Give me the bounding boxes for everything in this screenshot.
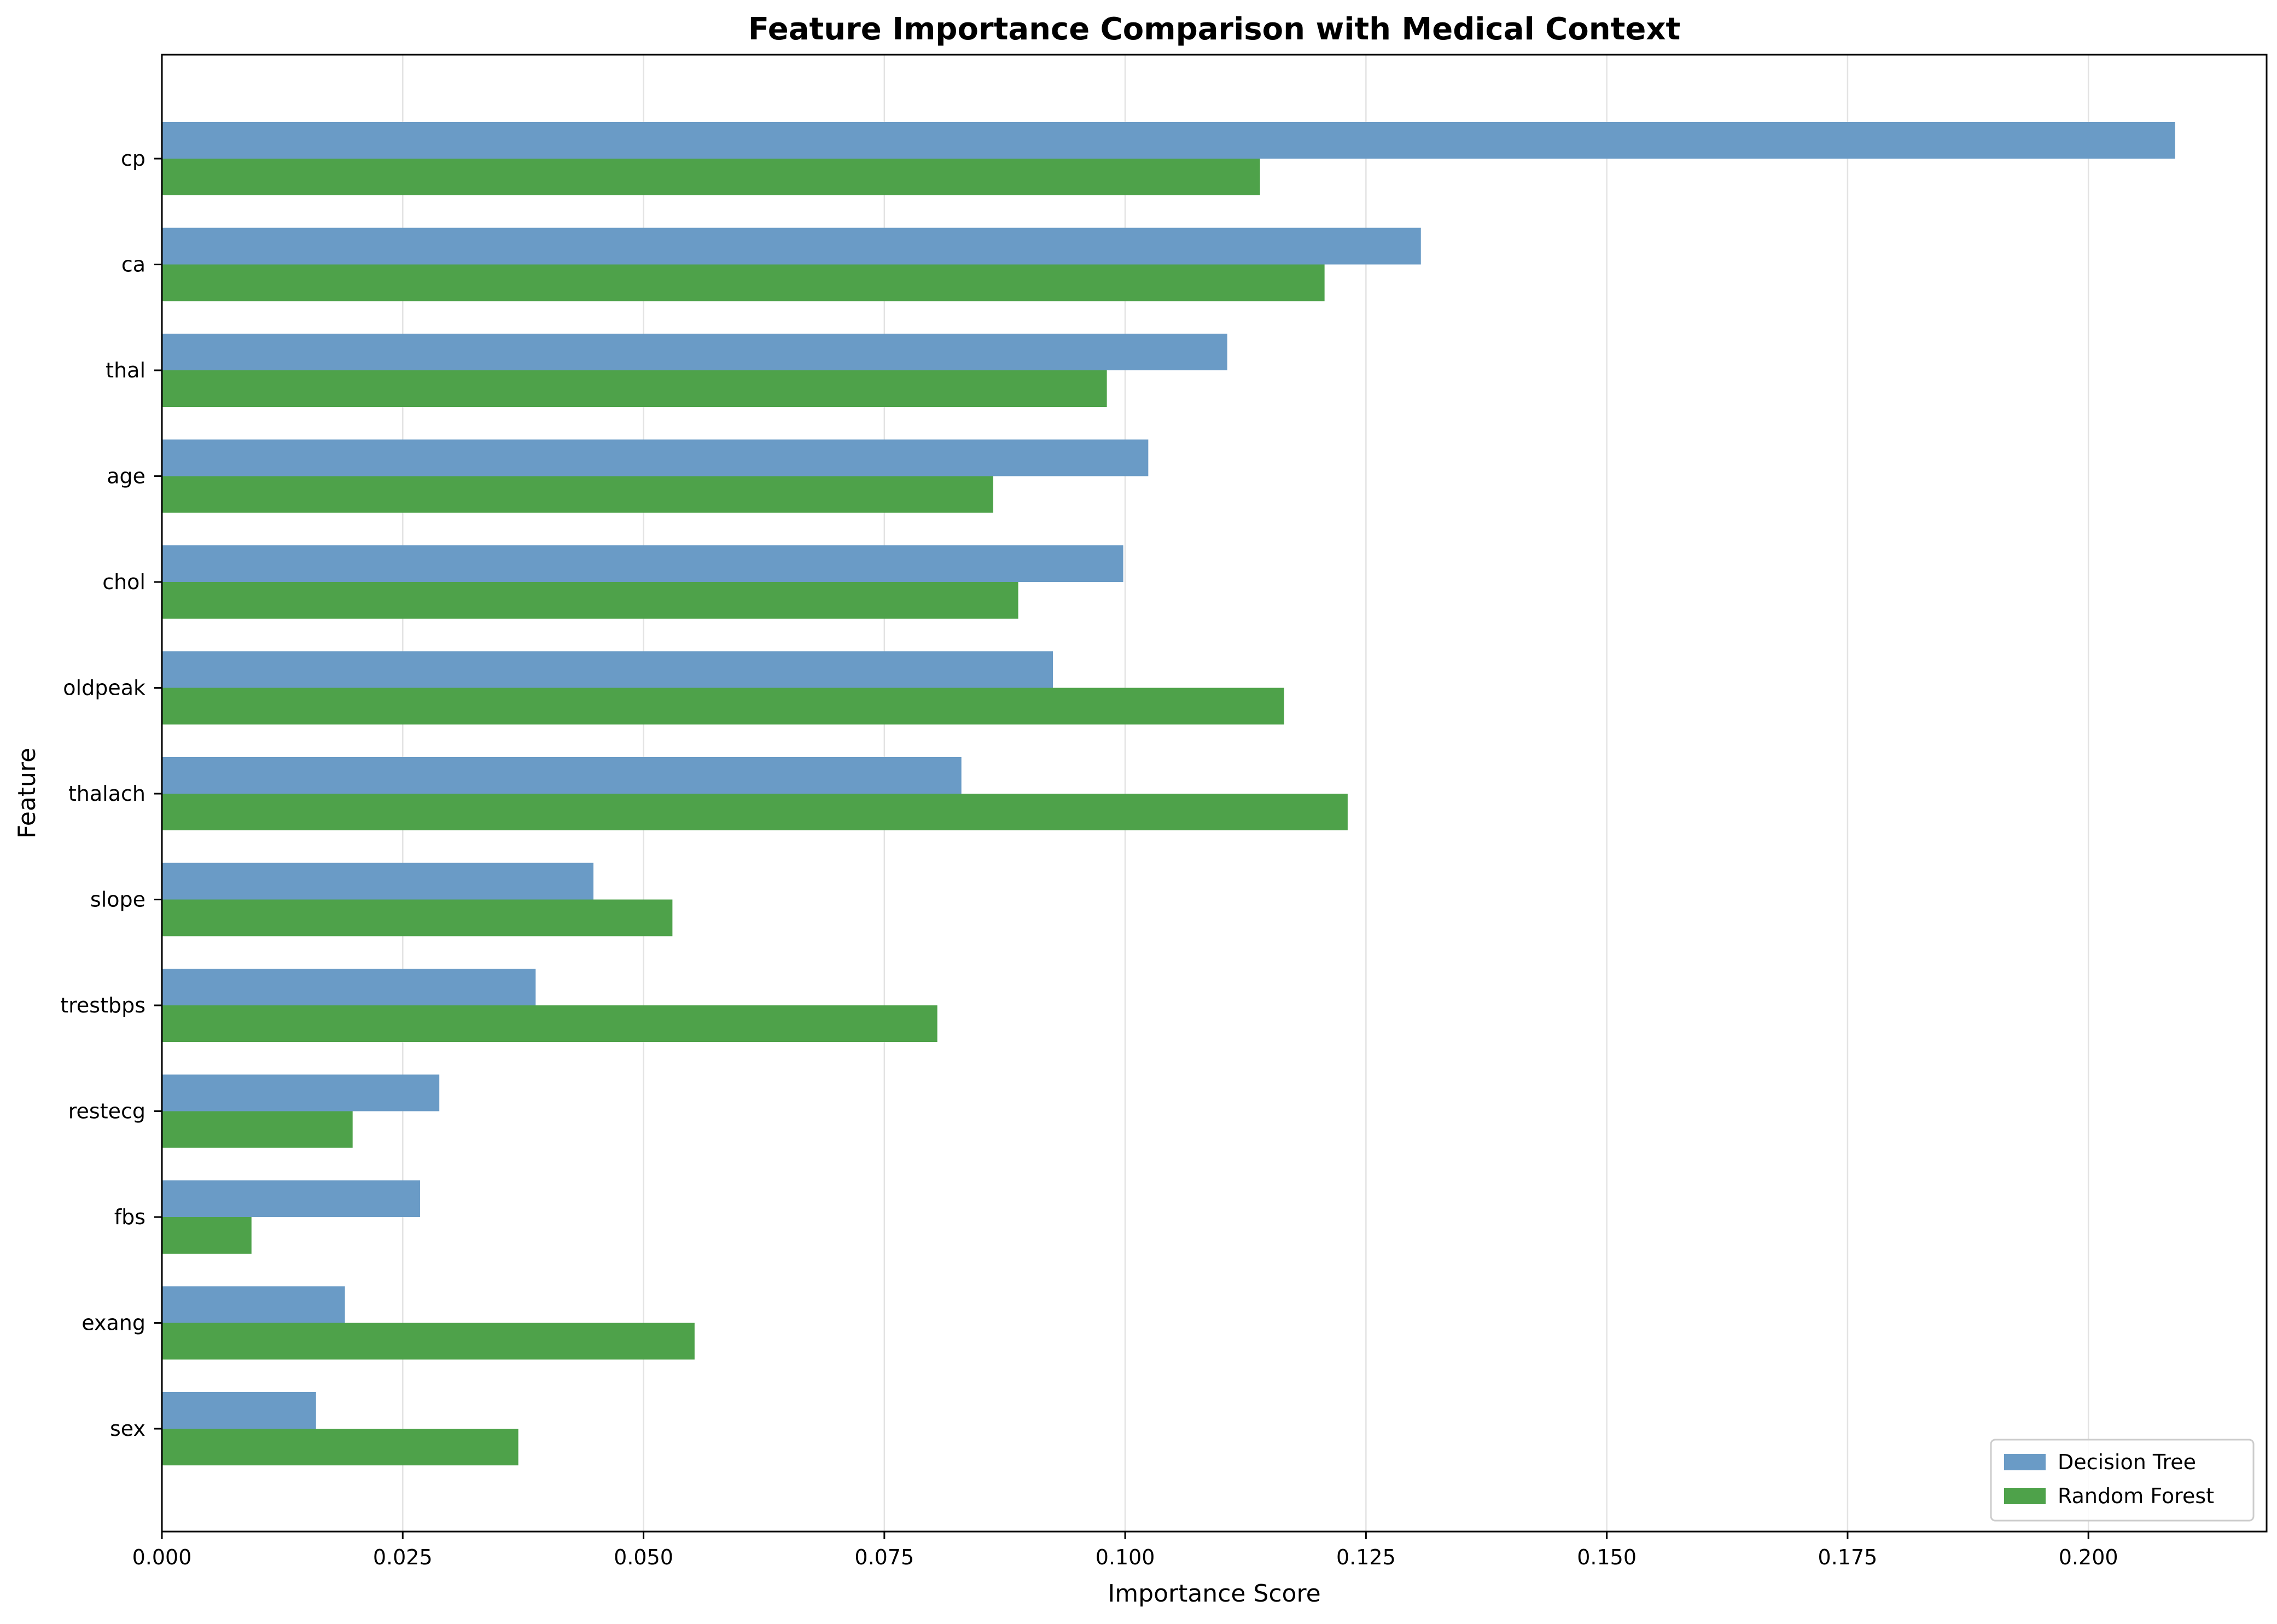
y-tick-label-fbs: fbs [114, 1205, 145, 1229]
bar-random-forest-oldpeak [162, 688, 1284, 725]
bar-random-forest-chol [162, 582, 1018, 619]
bar-decision-tree-thal [162, 334, 1227, 370]
bar-random-forest-thal [162, 370, 1107, 407]
bars [162, 122, 2175, 1465]
x-tick-label: 0.025 [373, 1545, 433, 1569]
legend-box [1990, 1439, 2255, 1522]
x-tick-label: 0.200 [2059, 1545, 2118, 1569]
y-tick-label-ca: ca [121, 253, 145, 277]
y-tick-label-slope: slope [90, 888, 145, 912]
bar-random-forest-slope [162, 899, 673, 936]
y-tick-label-cp: cp [121, 147, 145, 171]
bar-random-forest-sex [162, 1429, 519, 1465]
bar-decision-tree-cp [162, 122, 2175, 159]
bar-random-forest-restecg [162, 1111, 353, 1148]
y-tick-label-sex: sex [110, 1417, 145, 1441]
y-tick-label-chol: chol [102, 570, 145, 594]
bar-decision-tree-trestbps [162, 969, 536, 1005]
bar-decision-tree-slope [162, 863, 593, 900]
x-tick-label: 0.050 [614, 1545, 673, 1569]
bar-random-forest-fbs [162, 1217, 252, 1254]
legend-label-decision-tree: Decision Tree [2058, 1450, 2196, 1474]
bar-random-forest-ca [162, 264, 1325, 301]
bar-decision-tree-exang [162, 1286, 345, 1323]
x-tick-label: 0.100 [1096, 1545, 1155, 1569]
bar-decision-tree-fbs [162, 1180, 420, 1217]
bar-decision-tree-oldpeak [162, 651, 1053, 688]
x-tick-label: 0.150 [1577, 1545, 1637, 1569]
y-tick-label-thal: thal [106, 358, 145, 382]
y-tick-label-age: age [107, 464, 145, 488]
x-axis-ticks: 0.000 0.025 0.050 0.075 0.100 0.125 0.150 0.175… [132, 1532, 2118, 1569]
bar-decision-tree-thalach [162, 757, 962, 794]
legend: Decision Tree Random Forest [1990, 1439, 2255, 1522]
bar-random-forest-age [162, 476, 993, 513]
bar-random-forest-exang [162, 1323, 695, 1360]
y-axis-label: Feature [13, 748, 41, 839]
bar-random-forest-trestbps [162, 1005, 937, 1042]
x-tick-label: 0.175 [1818, 1545, 1878, 1569]
y-axis-ticks: cp ca thal age chol oldpeak thalach slope trestb… [60, 147, 162, 1441]
x-tick-label: 0.000 [132, 1545, 192, 1569]
y-tick-label-exang: exang [81, 1311, 145, 1335]
bar-random-forest-cp [162, 159, 1260, 195]
y-tick-label-oldpeak: oldpeak [63, 676, 145, 700]
bar-decision-tree-ca [162, 228, 1421, 265]
bar-decision-tree-sex [162, 1392, 316, 1429]
y-tick-label-restecg: restecg [68, 1099, 145, 1124]
legend-swatch-random-forest [2004, 1488, 2046, 1504]
bar-decision-tree-chol [162, 545, 1123, 582]
chart-title: Feature Importance Comparison with Medic… [748, 11, 1681, 47]
bar-decision-tree-age [162, 439, 1149, 476]
bar-random-forest-thalach [162, 794, 1348, 830]
legend-swatch-decision-tree [2004, 1454, 2046, 1470]
y-tick-label-thalach: thalach [68, 782, 145, 806]
y-tick-label-trestbps: trestbps [60, 993, 145, 1017]
legend-label-random-forest: Random Forest [2058, 1484, 2214, 1508]
x-tick-label: 0.125 [1336, 1545, 1396, 1569]
x-tick-label: 0.075 [854, 1545, 914, 1569]
bar-decision-tree-restecg [162, 1074, 440, 1111]
x-axis-label: Importance Score [1108, 1580, 1320, 1608]
